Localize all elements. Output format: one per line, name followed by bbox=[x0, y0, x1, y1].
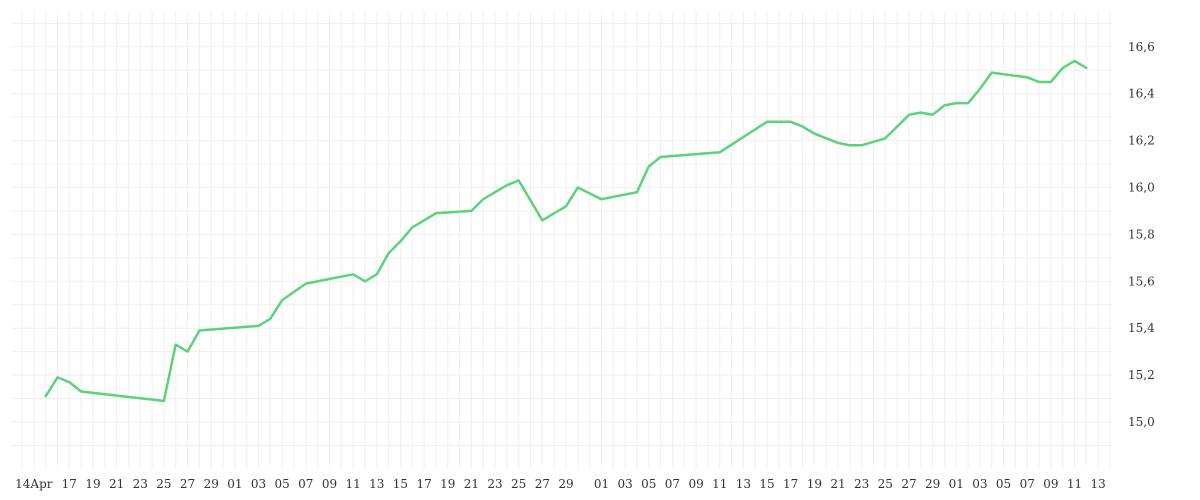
x-tick-label: 23 bbox=[854, 477, 869, 491]
x-axis-ticks: 14Apr 17 19 21 23 25 27 29 01 03 05 07 09 11 13 15 17 19 2… bbox=[15, 477, 1106, 491]
x-tick-label: 21 bbox=[109, 477, 124, 491]
x-tick-label: 27 bbox=[901, 477, 916, 491]
x-tick-label: 11 bbox=[1067, 477, 1082, 491]
x-tick-label: 09 bbox=[1043, 477, 1058, 491]
x-tick-label: 11 bbox=[345, 477, 360, 491]
x-tick-label: 17 bbox=[62, 477, 77, 491]
y-tick-label: 15,6 bbox=[1128, 274, 1155, 288]
x-tick-label: 19 bbox=[440, 477, 455, 491]
x-tick-label: 05 bbox=[641, 477, 656, 491]
x-tick-label: 25 bbox=[511, 477, 526, 491]
y-tick-label: 16,6 bbox=[1128, 40, 1155, 54]
x-tick-label: 07 bbox=[298, 477, 313, 491]
x-tick-label: 25 bbox=[878, 477, 893, 491]
x-tick-label: 13 bbox=[369, 477, 384, 491]
y-tick-label: 15,0 bbox=[1128, 415, 1155, 429]
x-tick-label: 15 bbox=[759, 477, 774, 491]
x-tick-label: 29 bbox=[558, 477, 573, 491]
x-tick-label: 11 bbox=[712, 477, 727, 491]
series-line bbox=[44, 59, 1088, 403]
x-tick-label: 17 bbox=[416, 477, 431, 491]
x-tick-label: 19 bbox=[807, 477, 822, 491]
chart-grid bbox=[12, 12, 1112, 468]
y-tick-label: 16,4 bbox=[1128, 87, 1155, 101]
x-tick-label: 03 bbox=[972, 477, 987, 491]
x-tick-label: 15 bbox=[393, 477, 408, 491]
x-tick-label: 23 bbox=[487, 477, 502, 491]
x-tick-label: 21 bbox=[830, 477, 845, 491]
x-tick-label: 07 bbox=[665, 477, 680, 491]
x-tick-label: 01 bbox=[949, 477, 964, 491]
y-tick-label: 16,2 bbox=[1128, 134, 1155, 148]
y-tick-label: 15,2 bbox=[1128, 368, 1155, 382]
x-tick-label: 29 bbox=[925, 477, 940, 491]
x-tick-label: 25 bbox=[156, 477, 171, 491]
x-tick-label: 01 bbox=[594, 477, 609, 491]
x-tick-label: 01 bbox=[227, 477, 242, 491]
x-tick-label: 19 bbox=[85, 477, 100, 491]
x-tick-label: 13 bbox=[1091, 477, 1106, 491]
x-tick-label: 07 bbox=[1020, 477, 1035, 491]
x-tick-label: 21 bbox=[464, 477, 479, 491]
x-tick-label: 05 bbox=[275, 477, 290, 491]
y-axis-ticks: 15,0 15,2 15,4 15,6 15,8 16,0 16,2 16,4 16,6 bbox=[1128, 40, 1155, 429]
x-tick-label: 13 bbox=[736, 477, 751, 491]
x-tick-label: 09 bbox=[688, 477, 703, 491]
y-tick-label: 15,4 bbox=[1128, 321, 1155, 335]
x-tick-label: 09 bbox=[322, 477, 337, 491]
x-tick-label: 05 bbox=[996, 477, 1011, 491]
x-tick-label: 27 bbox=[180, 477, 195, 491]
x-tick-label: 03 bbox=[617, 477, 632, 491]
y-tick-label: 16,0 bbox=[1128, 181, 1155, 195]
x-tick-label: 14Apr bbox=[15, 477, 53, 491]
x-tick-label: 03 bbox=[251, 477, 266, 491]
y-tick-label: 15,8 bbox=[1128, 227, 1155, 241]
x-tick-label: 17 bbox=[783, 477, 798, 491]
x-tick-label: 27 bbox=[535, 477, 550, 491]
x-tick-label: 23 bbox=[133, 477, 148, 491]
x-tick-label: 29 bbox=[204, 477, 219, 491]
